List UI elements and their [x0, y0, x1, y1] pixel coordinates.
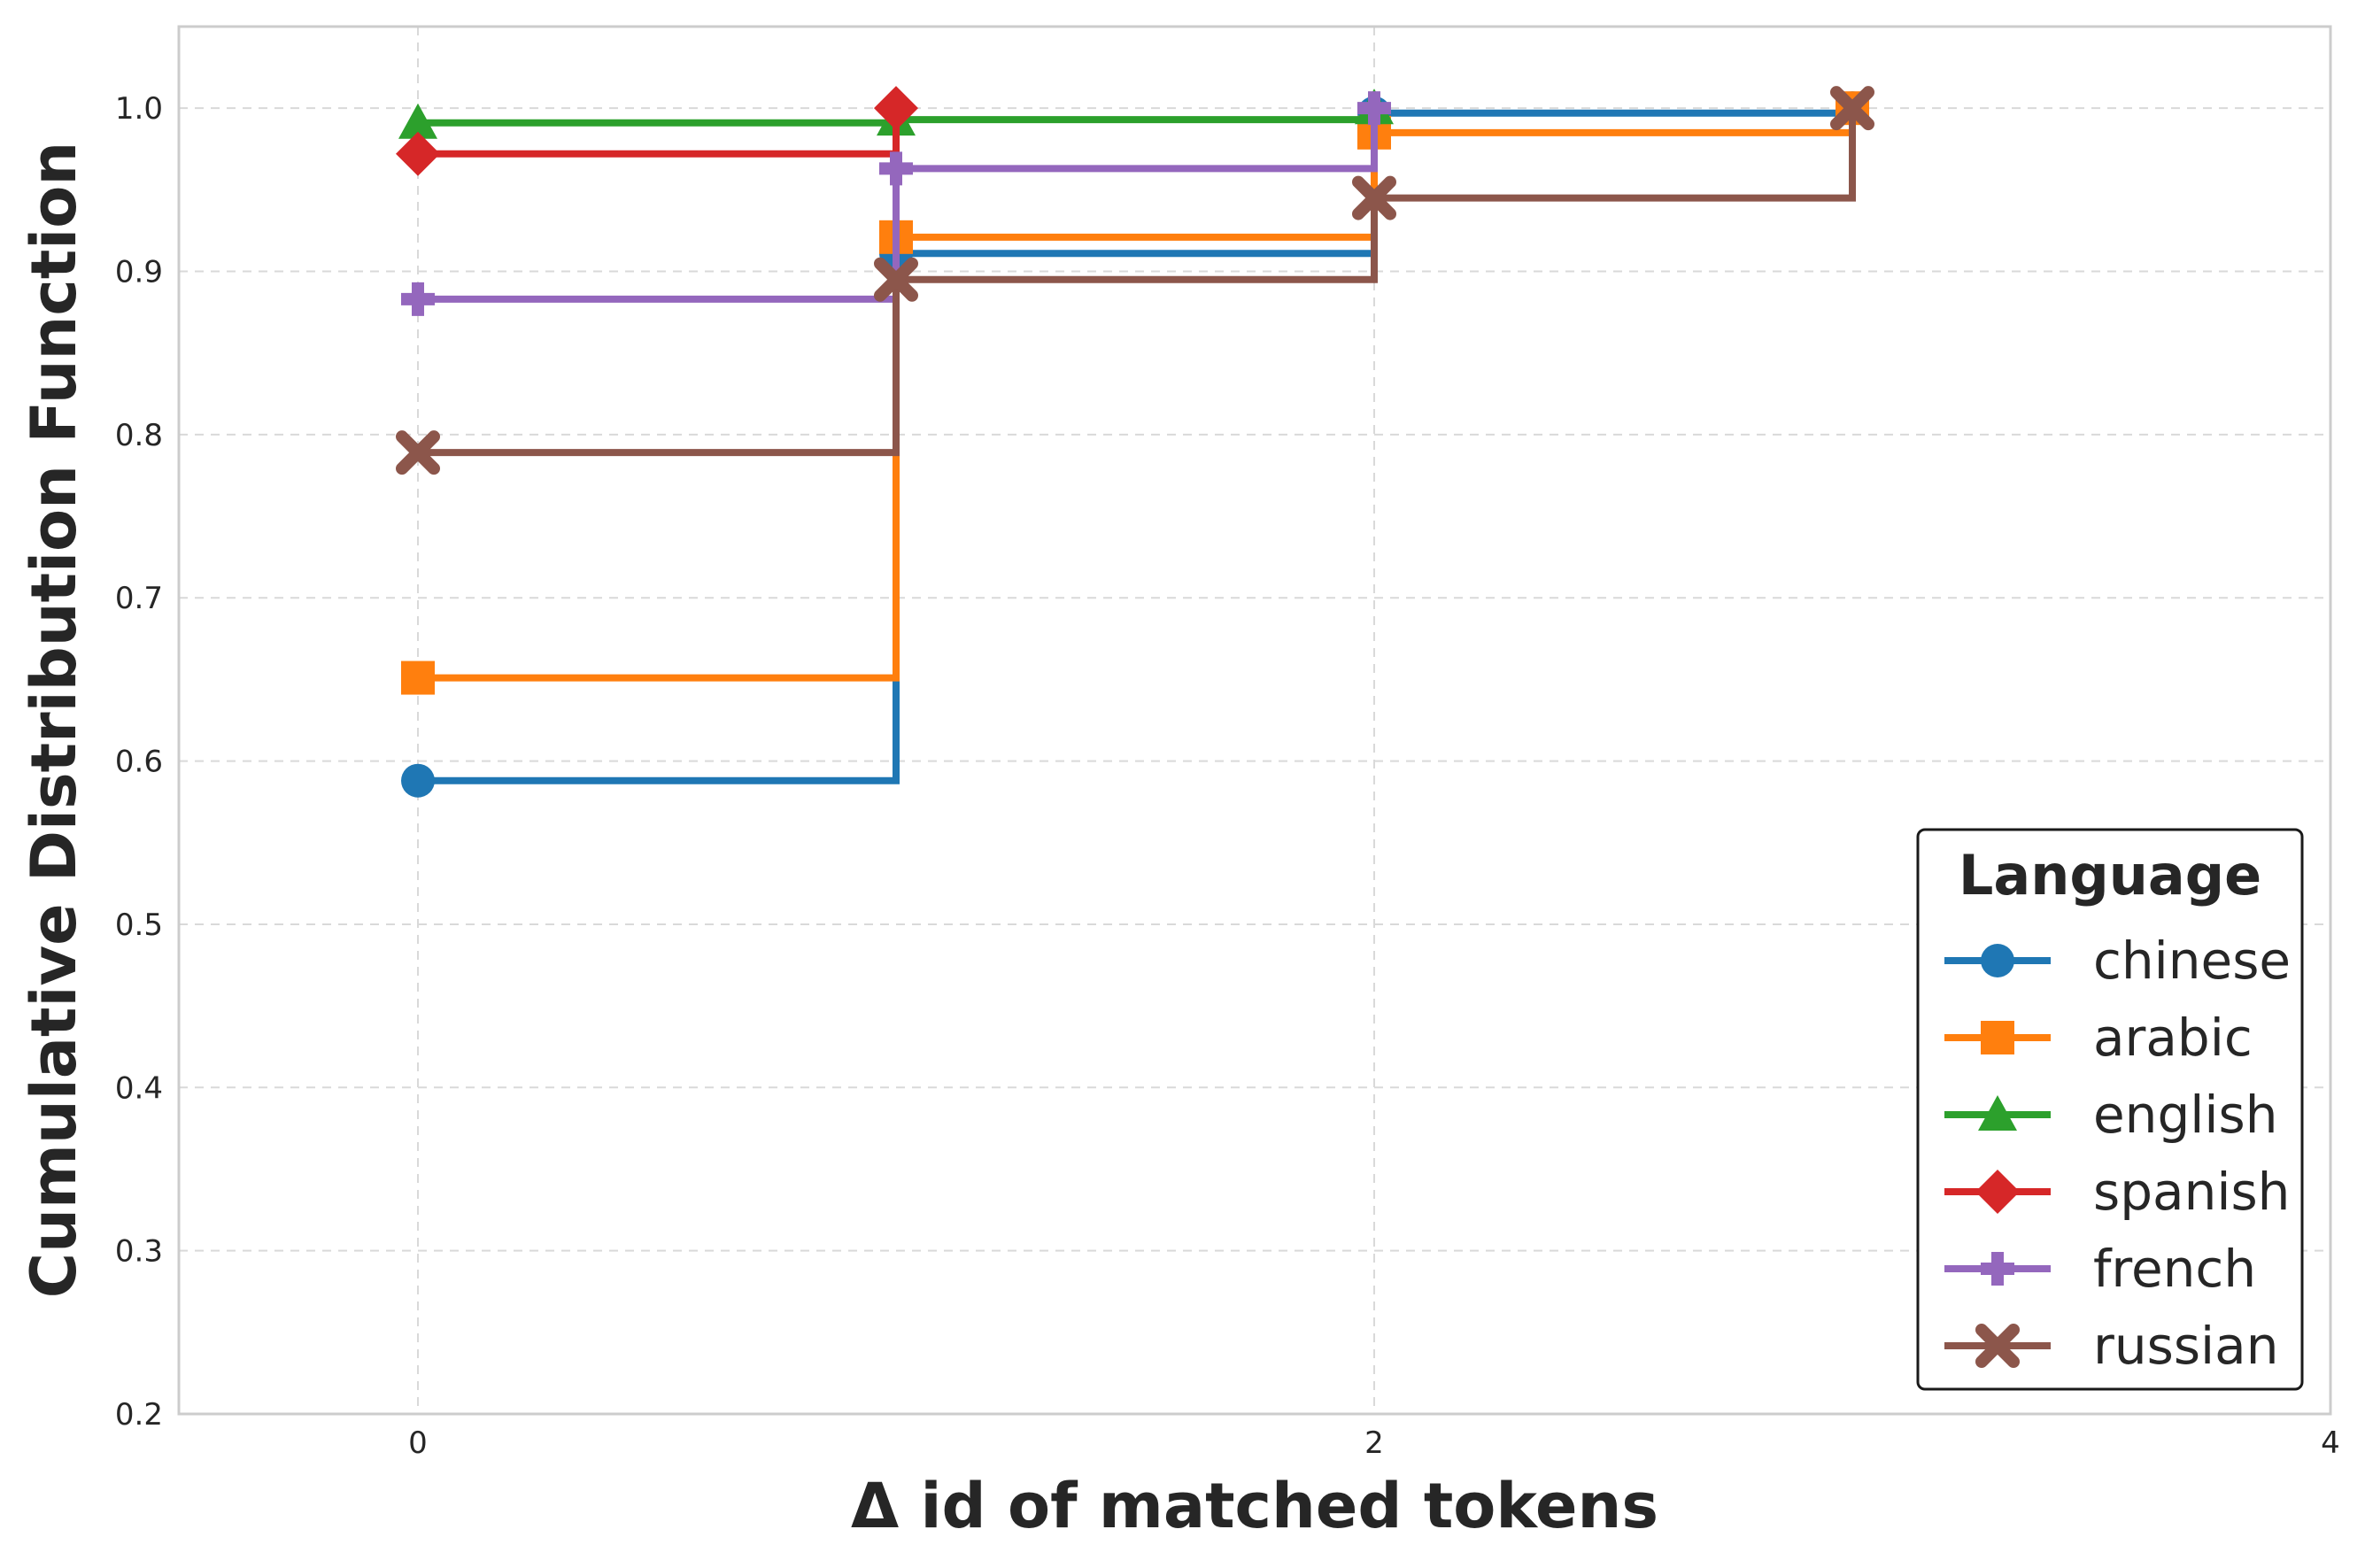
- legend-item-english: english: [1944, 1085, 2277, 1145]
- data-point-russian: [874, 257, 918, 302]
- series-line-russian: [418, 108, 1856, 457]
- y-tick-label: 0.9: [115, 255, 163, 290]
- legend-marker-chinese: [1981, 944, 2014, 977]
- y-tick-label: 0.7: [115, 581, 163, 616]
- legend-label: russian: [2093, 1316, 2278, 1376]
- data-point-french: [879, 151, 913, 186]
- data-point-russian: [1352, 175, 1396, 220]
- legend-label: chinese: [2093, 931, 2291, 991]
- plot-frame: [177, 25, 2332, 1416]
- data-point-russian: [396, 430, 440, 475]
- y-tick-label: 0.2: [115, 1397, 163, 1433]
- y-axis-label: Cumulative Distribution Function: [18, 142, 90, 1298]
- series-line-arabic: [418, 108, 1856, 682]
- legend-title: Language: [1959, 843, 2261, 908]
- legend: Language chinese arabic english spanish fren…: [1916, 828, 2304, 1391]
- legend-marker-english: [1978, 1095, 2017, 1132]
- legend-item-spanish: spanish: [1944, 1162, 2290, 1222]
- x-tick-label: 4: [2321, 1425, 2340, 1461]
- data-point-spanish: [396, 131, 440, 176]
- x-tick-label: 2: [1364, 1425, 1384, 1461]
- series-russian: [396, 86, 1874, 475]
- legend-label: french: [2093, 1239, 2256, 1299]
- series-layer: [396, 86, 1874, 798]
- legend-item-arabic: arabic: [1944, 1008, 2253, 1068]
- legend-box: [1916, 828, 2304, 1391]
- y-tick-label: 0.5: [115, 908, 163, 943]
- legend-item-russian: russian: [1944, 1316, 2278, 1376]
- legend-item-chinese: chinese: [1944, 931, 2291, 991]
- x-axis-label: Δ id of matched tokens: [851, 1470, 1658, 1542]
- legend-label: english: [2093, 1085, 2277, 1145]
- legend-label: arabic: [2093, 1008, 2253, 1068]
- data-point-english: [398, 103, 437, 139]
- y-tick-label: 0.8: [115, 418, 163, 453]
- data-point-spanish: [874, 86, 918, 131]
- data-point-french: [1357, 91, 1391, 126]
- legend-items: chinese arabic english spanish french russian: [1944, 931, 2291, 1376]
- y-tick-label: 0.6: [115, 745, 163, 780]
- series-french: [401, 91, 1391, 316]
- legend-marker-spanish: [1975, 1170, 2020, 1214]
- y-tick-label: 0.3: [115, 1234, 163, 1270]
- legend-marker-arabic: [1981, 1021, 2014, 1054]
- y-tick-label: 0.4: [115, 1070, 163, 1106]
- series-line-spanish: [418, 108, 900, 158]
- legend-label: spanish: [2093, 1162, 2290, 1222]
- x-tick-label: 0: [408, 1425, 428, 1461]
- series-spanish: [396, 86, 918, 176]
- data-point-arabic: [401, 660, 435, 695]
- data-point-french: [401, 282, 435, 316]
- data-point-russian: [1830, 86, 1874, 131]
- data-point-chinese: [401, 763, 435, 798]
- legend-item-french: french: [1944, 1239, 2256, 1299]
- legend-marker-russian: [1975, 1324, 2020, 1368]
- legend-marker-french: [1981, 1252, 2014, 1286]
- y-tick-label: 1.0: [115, 91, 163, 127]
- series-arabic: [401, 91, 1869, 695]
- axis-ticks: 0.2 0.3 0.4 0.5 0.6 0.7 0.8 0.9 1.0 0 2 4: [115, 91, 2340, 1461]
